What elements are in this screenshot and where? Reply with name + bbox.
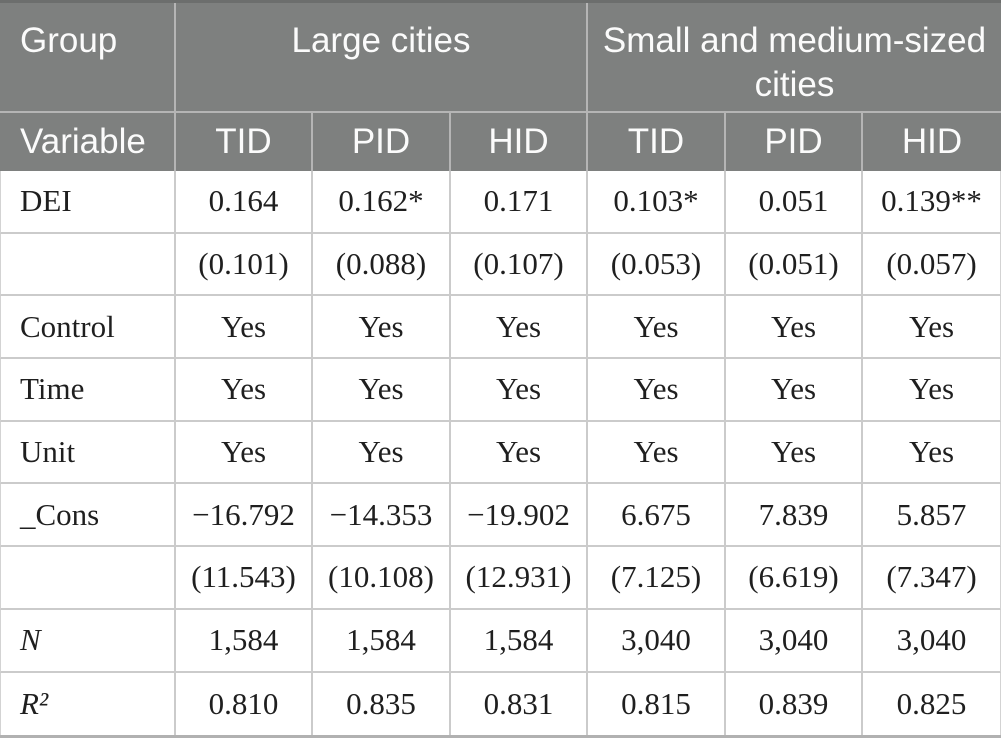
table-cell: (7.125) [588, 547, 726, 610]
row-label: DEI [0, 171, 176, 234]
table-cell: 0.162* [313, 171, 451, 234]
variable-header-label: Variable [0, 113, 176, 171]
table-row-time: Time Yes Yes Yes Yes Yes Yes [0, 359, 1001, 422]
variable-header-row: Variable TID PID HID TID PID HID [0, 113, 1001, 171]
table-cell: 0.831 [451, 672, 588, 736]
table-cell: 6.675 [588, 484, 726, 548]
table-cell: Yes [726, 421, 863, 485]
table-cell: Yes [451, 359, 588, 422]
table-row-control: Control Yes Yes Yes Yes Yes Yes [0, 296, 1001, 360]
table-cell: 3,040 [726, 609, 863, 673]
table-cell: Yes [726, 296, 863, 360]
table-cell: −19.902 [451, 484, 588, 548]
regression-results-table: Group Large cities Small and medium-size… [0, 0, 1001, 739]
table-cell: 0.815 [588, 672, 726, 736]
group-header-row: Group Large cities Small and medium-size… [0, 3, 1001, 113]
table-cell: 3,040 [588, 609, 726, 673]
row-label: Control [0, 296, 176, 360]
column-header-pid-large: PID [313, 113, 451, 171]
table-cell: (0.101) [176, 233, 313, 297]
table-cell: (10.108) [313, 547, 451, 610]
table-cell: 0.139** [863, 171, 1001, 234]
table-cell: Yes [588, 296, 726, 360]
row-label: N [0, 609, 176, 673]
row-label: Unit [0, 421, 176, 485]
table-cell: 3,040 [863, 609, 1001, 673]
table-cell: Yes [176, 421, 313, 485]
table-cell: Yes [588, 359, 726, 422]
table-cell: Yes [451, 296, 588, 360]
table-cell: (0.057) [863, 233, 1001, 297]
table-cell: 1,584 [451, 609, 588, 673]
table-cell: (11.543) [176, 547, 313, 610]
table-cell: (7.347) [863, 547, 1001, 610]
table-cell: Yes [863, 296, 1001, 360]
table-cell: −14.353 [313, 484, 451, 548]
table-row-n: N 1,584 1,584 1,584 3,040 3,040 3,040 [0, 609, 1001, 673]
table-cell: 1,584 [313, 609, 451, 673]
table-cell: Yes [451, 421, 588, 485]
table-cell: (0.053) [588, 233, 726, 297]
table-cell: Yes [726, 359, 863, 422]
table-cell: (12.931) [451, 547, 588, 610]
table-row-r-squared: R² 0.810 0.835 0.831 0.815 0.839 0.825 [0, 672, 1001, 736]
row-label: _Cons [0, 484, 176, 548]
table-body: DEI 0.164 0.162* 0.171 0.103* 0.051 0.13… [0, 171, 1001, 736]
table-cell: 0.103* [588, 171, 726, 234]
row-label [0, 547, 176, 610]
column-group-large-cities: Large cities [176, 3, 588, 113]
table-cell: Yes [313, 421, 451, 485]
table-cell: −16.792 [176, 484, 313, 548]
group-header-label: Group [0, 3, 176, 113]
column-header-hid-large: HID [451, 113, 588, 171]
table-cell: Yes [588, 421, 726, 485]
table-cell: 5.857 [863, 484, 1001, 548]
row-label [0, 233, 176, 297]
table-cell: Yes [176, 296, 313, 360]
table-cell: 0.171 [451, 171, 588, 234]
table-cell: 1,584 [176, 609, 313, 673]
column-group-small-medium-cities: Small and medium-sized cities [588, 3, 1001, 113]
table-cell: 0.810 [176, 672, 313, 736]
table-cell: 0.835 [313, 672, 451, 736]
table-cell: (0.051) [726, 233, 863, 297]
table-cell: (0.107) [451, 233, 588, 297]
table-cell: Yes [863, 421, 1001, 485]
column-header-tid-small: TID [588, 113, 726, 171]
table-cell: 0.839 [726, 672, 863, 736]
table-cell: Yes [863, 359, 1001, 422]
table-cell: Yes [313, 359, 451, 422]
table-row-dei: DEI 0.164 0.162* 0.171 0.103* 0.051 0.13… [0, 171, 1001, 234]
table-cell: Yes [313, 296, 451, 360]
column-header-tid-large: TID [176, 113, 313, 171]
table-row-cons: _Cons −16.792 −14.353 −19.902 6.675 7.83… [0, 484, 1001, 548]
table-row-unit: Unit Yes Yes Yes Yes Yes Yes [0, 421, 1001, 485]
row-label: Time [0, 359, 176, 422]
table-header: Group Large cities Small and medium-size… [0, 3, 1001, 171]
table-cell: (6.619) [726, 547, 863, 610]
table-cell: (0.088) [313, 233, 451, 297]
table-cell: 0.825 [863, 672, 1001, 736]
table-cell: Yes [176, 359, 313, 422]
table-cell: 0.164 [176, 171, 313, 234]
table-cell: 0.051 [726, 171, 863, 234]
table-row-cons-se: (11.543) (10.108) (12.931) (7.125) (6.61… [0, 547, 1001, 610]
column-header-pid-small: PID [726, 113, 863, 171]
column-header-hid-small: HID [863, 113, 1001, 171]
table-row-dei-se: (0.101) (0.088) (0.107) (0.053) (0.051) … [0, 233, 1001, 297]
row-label: R² [0, 672, 176, 736]
table-cell: 7.839 [726, 484, 863, 548]
